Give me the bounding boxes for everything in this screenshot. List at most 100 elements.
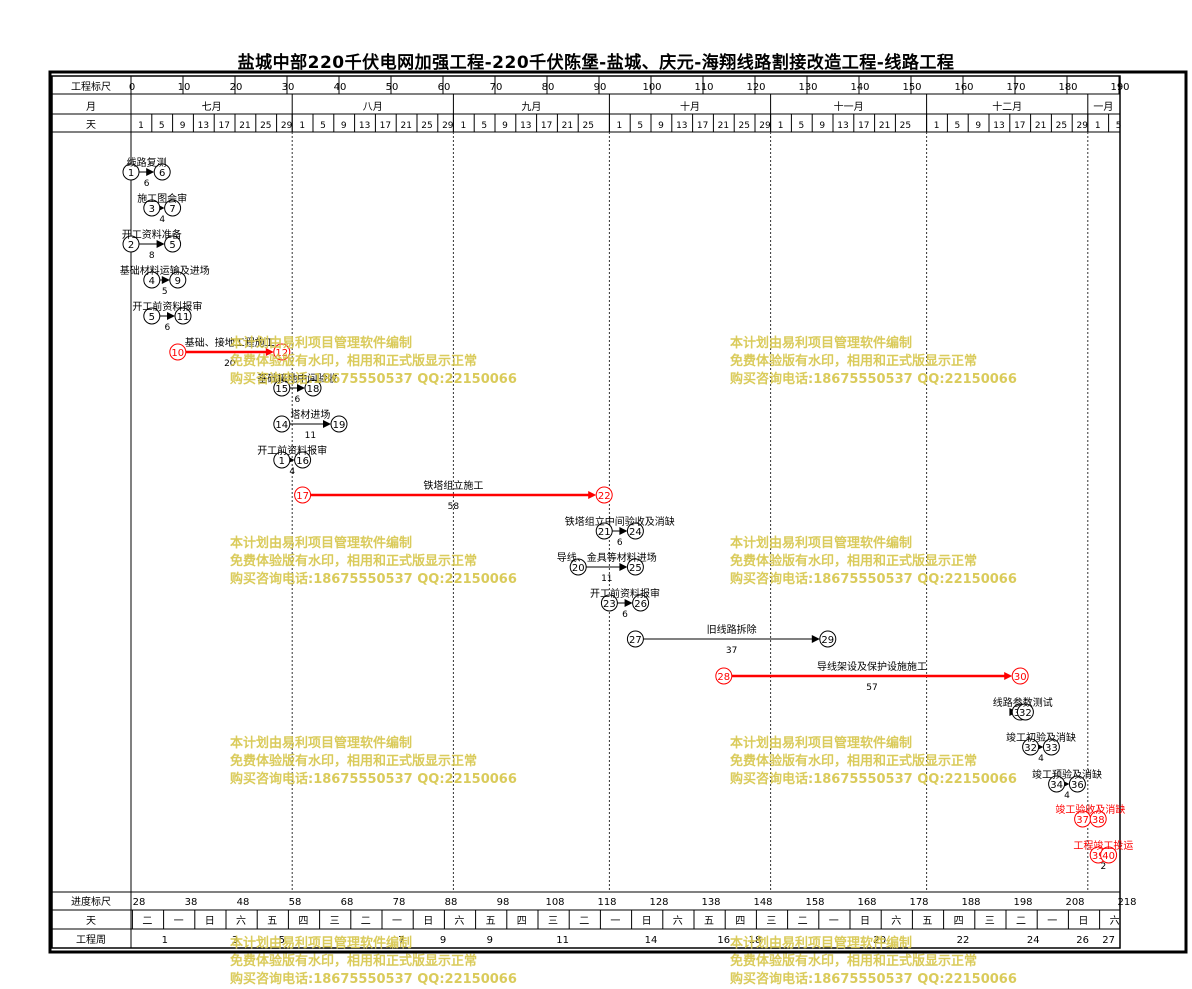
progress-tick: 48 — [237, 897, 250, 908]
day-cell: 17 — [858, 121, 869, 131]
node-circle — [626, 558, 644, 576]
node-circle — [273, 343, 291, 361]
weekday-cell: 一 — [829, 916, 839, 927]
day-cell: 17 — [697, 121, 708, 131]
weekday-cell: 五 — [486, 916, 496, 927]
day-cell: 1 — [138, 121, 144, 131]
node-label: 33 — [1045, 743, 1058, 754]
task-label: 基础、接地工程施工 — [185, 336, 275, 349]
node-circle — [1048, 775, 1066, 793]
progress-tick: 88 — [445, 897, 458, 908]
week-cell: 9 — [487, 935, 493, 946]
day-cell: 5 — [799, 121, 805, 131]
day-cell: 25 — [582, 121, 593, 131]
task-duration: 11 — [305, 431, 316, 441]
arrow-head — [811, 635, 820, 643]
watermark-line1: 本计划由易利项目管理软件编制 — [730, 336, 913, 351]
watermark-line3: 购买咨询电话:18675550537 QQ:22150066 — [230, 972, 517, 987]
progress-tick: 78 — [393, 897, 406, 908]
node-label: 15 — [275, 384, 288, 395]
node-label: 7 — [169, 204, 175, 215]
weekday-cell: 一 — [610, 916, 620, 927]
node-label: 20 — [572, 563, 585, 574]
scale-tick: 120 — [746, 82, 765, 93]
arrow-head — [146, 168, 155, 176]
weekday-cell: 三 — [766, 916, 776, 927]
task-duration: 4 — [289, 467, 295, 477]
weekday-cell: 五 — [267, 916, 277, 927]
day-cell: 29 — [442, 121, 454, 131]
month-label: 月 — [86, 101, 96, 113]
watermark-line1: 本计划由易利项目管理软件编制 — [230, 336, 413, 351]
scale-tick: 150 — [902, 82, 921, 93]
node-circle — [569, 558, 587, 576]
day-cell: 5 — [481, 121, 487, 131]
weekday-cell: 一 — [174, 916, 184, 927]
watermark-line2: 免费体验版有水印，相用和正式版显示正常 — [230, 554, 478, 569]
weekday-label: 天 — [86, 916, 96, 927]
watermark-line2: 免费体验版有水印，相用和正式版显示正常 — [730, 754, 978, 769]
scale-tick: 10 — [178, 82, 191, 93]
watermark-line2: 免费体验版有水印，相用和正式版显示正常 — [230, 754, 478, 769]
week-cell: 9 — [440, 935, 446, 946]
day-cell: 1 — [934, 121, 940, 131]
month-cell: 一月 — [1093, 101, 1113, 113]
task-label: 竣工初验及消缺 — [1006, 731, 1076, 744]
node-circle — [1100, 846, 1118, 864]
watermark-line1: 本计划由易利项目管理软件编制 — [230, 936, 413, 951]
node-circle — [1016, 703, 1034, 721]
day-cell: 21 — [562, 121, 573, 131]
node-label: 18 — [307, 384, 320, 395]
watermark: 本计划由易利项目管理软件编制 免费体验版有水印，相用和正式版显示正常 购买咨询电话:… — [730, 535, 1017, 589]
node-circle — [174, 307, 192, 325]
scale-tick: 20 — [230, 82, 243, 93]
weekday-cell: 四 — [298, 916, 308, 927]
node-label: 34 — [1050, 780, 1063, 791]
day-cell: 13 — [837, 121, 848, 131]
arrow-head — [619, 563, 628, 571]
watermark-line3: 购买咨询电话:18675550537 QQ:22150066 — [230, 772, 517, 787]
weekday-cell: 五 — [704, 916, 714, 927]
weekday-cell: 二 — [579, 916, 589, 927]
day-cell: 17 — [541, 121, 552, 131]
day-cell: 9 — [341, 121, 347, 131]
node-label: 14 — [275, 420, 288, 431]
task-duration: 11 — [601, 574, 612, 584]
weekday-cell: 四 — [517, 916, 527, 927]
day-cell: 1 — [461, 121, 467, 131]
watermark: 本计划由易利项目管理软件编制 免费体验版有水印，相用和正式版显示正常 购买咨询电话:… — [730, 735, 1017, 789]
node-circle — [1068, 775, 1086, 793]
scale-tick: 60 — [438, 82, 451, 93]
node-circle — [143, 307, 161, 325]
arrow-head — [156, 240, 165, 248]
weekday-cell: 二 — [798, 916, 808, 927]
node-label: 1 — [279, 456, 285, 467]
task-label: 施工图会审 — [137, 192, 187, 205]
node-label: 10 — [171, 348, 184, 359]
weekday-cell: 日 — [1078, 916, 1088, 927]
arrow-head — [588, 491, 597, 499]
week-cell: 24 — [1027, 935, 1040, 946]
node-circle — [626, 630, 644, 648]
weekday-cell: 日 — [642, 916, 652, 927]
progress-tick: 178 — [909, 897, 928, 908]
node-label: 9 — [175, 276, 181, 287]
task-duration: 4 — [1064, 791, 1070, 801]
arrow-head — [624, 599, 633, 607]
day-cell: 13 — [520, 121, 531, 131]
shadow-frame — [48, 70, 1188, 954]
node-label: 32 — [1024, 743, 1037, 754]
scale-tick: 170 — [1006, 82, 1025, 93]
node-circle — [715, 667, 733, 685]
task-duration: 2 — [1101, 862, 1107, 872]
task-duration: 4 — [159, 215, 165, 225]
progress-label: 进度标尺 — [71, 895, 111, 908]
node-label: 11 — [177, 312, 190, 323]
day-cell: 1 — [299, 121, 305, 131]
task-duration: 8 — [149, 251, 155, 261]
day-cell: 9 — [975, 121, 981, 131]
weekday-cell: 四 — [735, 916, 745, 927]
weekday-cell: 五 — [922, 916, 932, 927]
task-label: 铁塔组立中间验收及消缺 — [565, 515, 675, 528]
weekday-cell: 六 — [891, 915, 901, 927]
